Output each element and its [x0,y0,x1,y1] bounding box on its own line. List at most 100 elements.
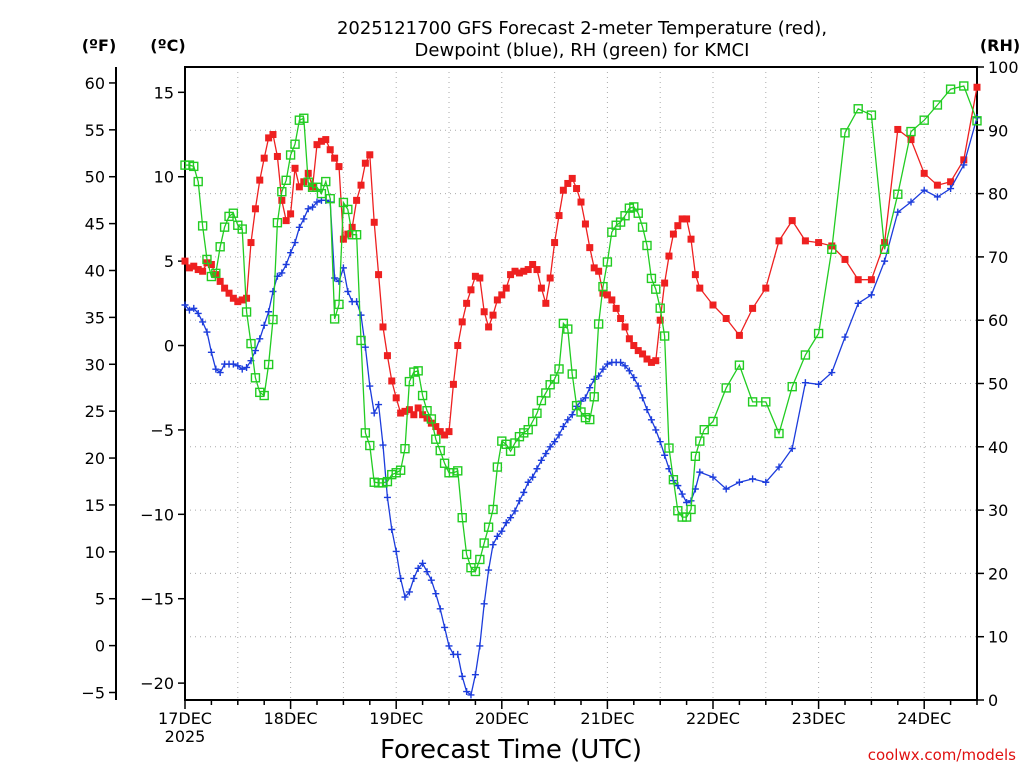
dewpoint-point [445,642,453,650]
rh-point [360,428,371,438]
dewpoint-point [749,475,757,483]
2-meter-temperature-point [454,342,462,350]
rh-point [598,281,608,292]
dewpoint-point [414,564,422,572]
dewpoint-point [190,304,198,312]
dewpoint-point [559,423,567,431]
celsius-tick-label: 0 [164,337,174,356]
2-meter-temperature-point [520,267,528,275]
2-meter-temperature-point [379,323,387,331]
2-meter-temperature-point [243,294,251,302]
dewpoint-point [603,360,611,368]
rh-tick-label: 10 [988,628,1008,647]
2-meter-temperature-point [722,315,730,323]
dewpoint-point [265,308,273,316]
2-meter-temperature-point [933,181,941,189]
2-meter-temperature-point [216,277,224,285]
rh-point [637,222,648,232]
2-meter-temperature-point [665,252,673,260]
celsius-tick-label: −10 [140,505,174,524]
rh-tick-label: 20 [988,564,1008,583]
2-meter-temperature-point [234,298,242,306]
2-meter-temperature-point [256,176,264,184]
rh-point [193,176,203,187]
dewpoint-point [520,488,528,496]
dewpoint-point [696,468,704,476]
rh-point [426,414,437,424]
2-meter-temperature-point [788,217,796,225]
rh-point [686,504,696,515]
dewpoint-point [555,431,563,439]
2-meter-temperature-point [269,131,277,139]
credit-link[interactable]: coolwx.com/models [868,746,1016,764]
unit-celsius-label: (ºC) [150,36,185,55]
rh-point [589,392,599,402]
axes: 151050−5−10−15−2060555045403530252015105… [81,58,1018,746]
2-meter-temperature-point [507,271,515,279]
2-meter-temperature-point [894,125,902,133]
2-meter-temperature-point [564,179,572,187]
2-meter-temperature-point [639,350,647,358]
chart-title-line2: Dewpoint (blue), RH (green) for KMCI [415,40,750,61]
2-meter-temperature-point [559,186,567,194]
rh-point [774,428,784,439]
2-meter-temperature-point [533,266,541,274]
fahrenheit-tick-label: 40 [85,261,105,280]
x-axis-title: Forecast Time (UTC) [380,735,642,765]
2-meter-temperature-point [498,291,506,299]
dewpoint-point [485,566,493,574]
rh-point [488,504,498,515]
rh-point [219,222,230,232]
unit-rh-label: (RH) [980,36,1020,55]
2-meter-temperature-point [634,347,642,355]
dewpoint-point [185,306,193,314]
celsius-tick-label: −20 [140,674,174,693]
dewpoint-point [815,380,823,388]
rh-tick-label: 40 [988,438,1008,457]
dewpoint-point [300,215,308,223]
2-meter-temperature-point [617,315,625,323]
2-meter-temperature-point [485,323,493,331]
2-meter-temperature-point [392,394,400,402]
2-meter-temperature-point [432,423,440,431]
rh-point [431,434,441,444]
dewpoint-point [533,465,541,473]
dewpoint-point [379,441,387,449]
rh-point [492,462,503,472]
rh-point [659,331,670,341]
rh-point [215,242,225,252]
2-meter-temperature-point [678,215,686,223]
2-meter-temperature-point [366,151,374,159]
dewpoint-point [331,274,339,282]
2-meter-temperature-point [278,196,286,204]
rh-point [246,338,256,349]
dewpoint-point [625,367,633,375]
rh-point [747,397,758,407]
dewpoint-point [436,605,444,613]
2-meter-temperature-point [480,308,488,316]
rh-point [483,522,494,532]
dewpoint-point [647,416,655,424]
celsius-tick-label: −5 [150,421,174,440]
rh-point [893,189,903,199]
2-meter-temperature-point [414,404,422,412]
dewpoint-point [304,205,312,213]
dewpoint-point [181,301,189,309]
2-meter-temperature-point [322,136,330,144]
dewpoint-point [652,426,660,434]
dewpoint-point [595,372,603,380]
unit-fahrenheit-label: (ºF) [82,36,117,55]
rh-point [532,408,542,418]
2-meter-temperature-point [590,264,598,272]
dewpoint-point [546,443,554,451]
dewpoint-point [207,348,215,356]
dewpoint-point [282,260,290,268]
rh-point [272,218,283,228]
2-meter-temperature-point [656,316,664,324]
dewpoint-point [238,365,246,373]
rh-point [633,208,643,218]
rh-point [413,366,423,376]
2-meter-temperature-point [669,230,677,238]
2-meter-temperature-point [339,235,347,243]
rh-point [461,549,472,560]
